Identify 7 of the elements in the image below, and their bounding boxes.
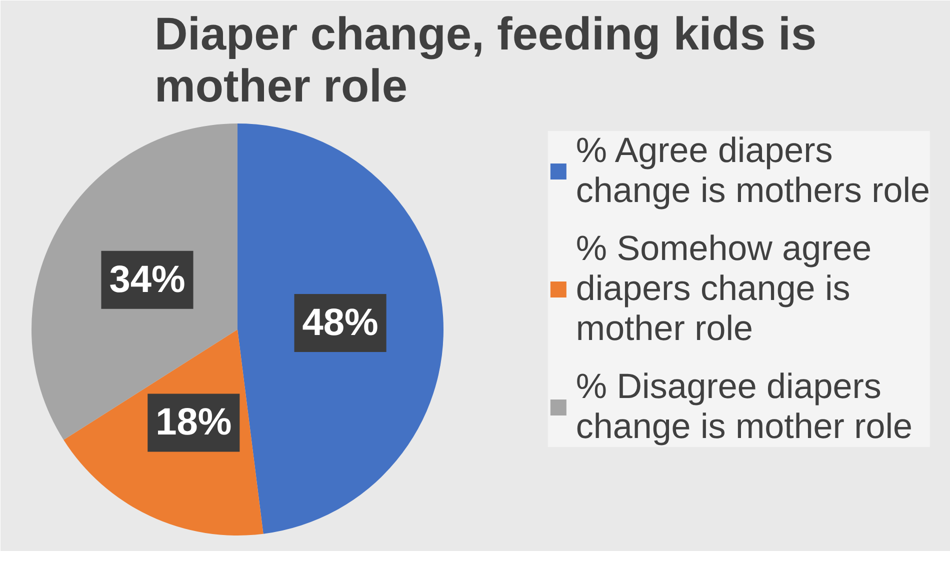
chart-title: Diaper change, feeding kids is mother role — [154, 8, 817, 112]
data-label: 48% — [302, 302, 378, 344]
legend-label: % Disagree diapers change is mother role — [576, 367, 912, 447]
legend-label: % Agree diapers change is mothers role — [576, 131, 930, 211]
data-label: 18% — [156, 402, 232, 444]
data-label: 34% — [109, 258, 186, 301]
legend-label: % Somehow agree diapers change is mother role — [576, 229, 872, 349]
